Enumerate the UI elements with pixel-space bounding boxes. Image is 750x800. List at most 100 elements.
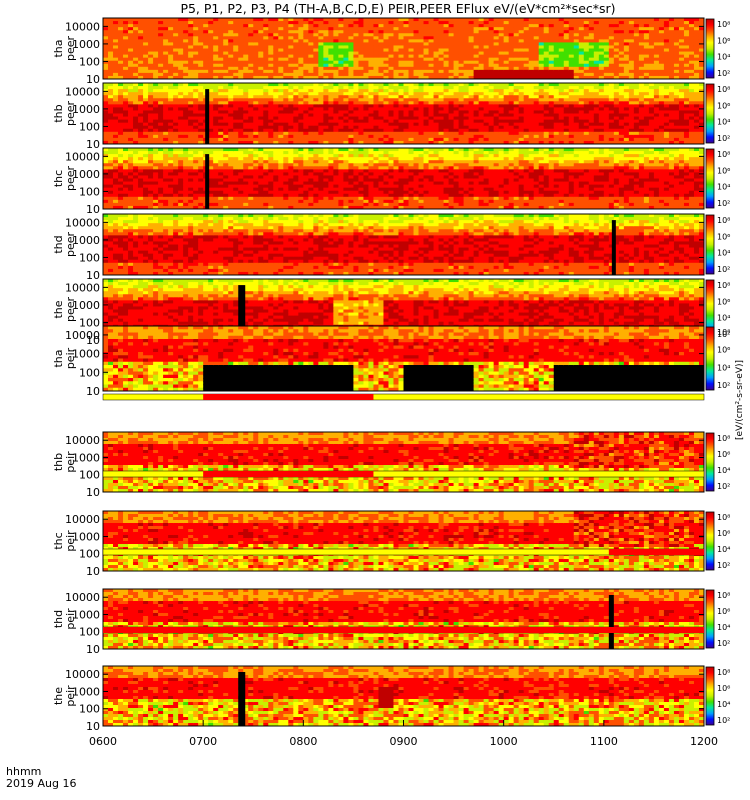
colorbar-tick-label: 10⁸ (717, 281, 730, 290)
colorbar (705, 326, 715, 391)
y-tick-label: 10000 (65, 668, 100, 681)
colorbar (705, 148, 715, 209)
y-tick-label: 10 (86, 269, 100, 282)
panel-probe-label: thb (52, 104, 65, 122)
colorbar-tick-label: 10⁸ (717, 513, 730, 522)
colorbar-tick-label: 10⁶ (717, 607, 730, 616)
panel-frame (102, 431, 705, 493)
y-tick-label: 100 (79, 626, 100, 639)
panel-instrument-label: peer (64, 232, 77, 258)
x-tick-label: 1000 (490, 735, 518, 748)
colorbar-tick-label: 10⁴ (717, 314, 730, 323)
y-tick-label: 10 (86, 73, 100, 86)
panel-probe-label: the (52, 300, 65, 318)
data-gap-column (608, 595, 614, 649)
colorbar-tick-label: 10⁶ (717, 297, 730, 306)
y-tick-label: 10 (86, 203, 100, 216)
panel-probe-label: thd (52, 610, 65, 628)
panel-probe-label: the (52, 687, 65, 705)
y-tick-label: 10 (86, 138, 100, 151)
panel-probe-label: thc (52, 532, 65, 549)
colorbar-tick-label: 10⁴ (717, 545, 730, 554)
colorbar (705, 18, 715, 79)
colorbar-tick-label: 10⁴ (717, 700, 730, 709)
panel-instrument-label: peer (64, 297, 77, 323)
colorbar-tick-label: 10² (717, 639, 730, 648)
colorbar-tick-label: 10⁶ (717, 450, 730, 459)
colorbar-tick-label: 10² (717, 199, 730, 208)
y-tick-label: 10000 (65, 591, 100, 604)
panel-frame (102, 325, 705, 392)
data-gap-column (205, 89, 210, 144)
colorbar-unit-label: [eV/(cm²-s-sr-eV)] (735, 360, 745, 440)
colorbar-tick-label: 10² (717, 330, 730, 339)
panel-instrument-label: peir (64, 608, 77, 630)
spectrogram-cells (103, 666, 704, 726)
colorbar-tick-label: 10² (717, 69, 730, 78)
colorbar-tick-label: 10⁸ (717, 328, 730, 337)
x-tick-label: 0800 (289, 735, 317, 748)
time-axis: 0600 0700 0800 0900 1000 1100 1200 (89, 720, 718, 748)
data-gap-column (205, 154, 210, 209)
colorbar-tick-label: 10⁸ (717, 591, 730, 600)
spectrogram-cells (103, 511, 704, 571)
colorbar-tick-label: 10² (717, 134, 730, 143)
y-tick-label: 1000 (72, 234, 100, 247)
y-tick-label: 1000 (72, 38, 100, 51)
colorbar-tick-label: 10⁸ (717, 216, 730, 225)
y-tick-label: 10000 (65, 216, 100, 229)
colorbar-tick-label: 10⁴ (717, 466, 730, 475)
colorbar-tick-label: 10⁶ (717, 36, 730, 45)
y-tick-label: 100 (79, 548, 100, 561)
spectrogram-cells (103, 83, 704, 144)
panel-probe-label: tha (52, 349, 65, 367)
colorbar-tick-label: 10⁶ (717, 166, 730, 175)
y-tick-label: 10 (86, 643, 100, 656)
colorbar (705, 589, 715, 649)
colorbar-tick-label: 10⁶ (717, 529, 730, 538)
y-tick-label: 100 (79, 469, 100, 482)
indicator-bar-segment (103, 627, 704, 633)
data-gap-column (611, 220, 616, 275)
y-tick-label: 10000 (65, 85, 100, 98)
y-tick-label: 10000 (65, 20, 100, 33)
x-tick-label: 0600 (89, 735, 117, 748)
indicator-bar-segment (203, 394, 374, 400)
colorbar-tick-label: 10⁸ (717, 434, 730, 443)
colorbar-tick-label: 10⁴ (717, 118, 730, 127)
y-tick-label: 10000 (65, 513, 100, 526)
y-tick-label: 1000 (72, 103, 100, 116)
indicator-bar-segment (203, 471, 374, 477)
panel-probe-label: thd (52, 235, 65, 253)
y-tick-label: 100 (79, 185, 100, 198)
panel-instrument-label: peir (64, 451, 77, 473)
x-tick-label: 0900 (390, 735, 418, 748)
y-tick-label: 10 (86, 486, 100, 499)
panel-instrument-label: peir (64, 685, 77, 707)
panel-instrument-label: peer (64, 101, 77, 127)
y-tick-label: 10 (86, 385, 100, 398)
y-tick-label: 1000 (72, 299, 100, 312)
colorbar-tick-label: 10⁸ (717, 85, 730, 94)
colorbar-tick-label: 10⁴ (717, 53, 730, 62)
colorbar-tick-label: 10⁶ (717, 101, 730, 110)
spectrogram-cells (103, 326, 704, 391)
time-axis-format-label: hhmm (6, 765, 41, 778)
y-tick-label: 1000 (72, 348, 100, 361)
y-tick-label: 1000 (72, 530, 100, 543)
colorbar-tick-label: 10² (717, 482, 730, 491)
panel-instrument-label: peir (64, 347, 77, 369)
panel-frame (102, 17, 705, 80)
spectrogram-cells (103, 589, 704, 649)
x-tick-label: 1100 (590, 735, 618, 748)
y-tick-label: 10000 (65, 329, 100, 342)
colorbar (705, 214, 715, 275)
colorbar-tick-label: 10⁴ (717, 249, 730, 258)
